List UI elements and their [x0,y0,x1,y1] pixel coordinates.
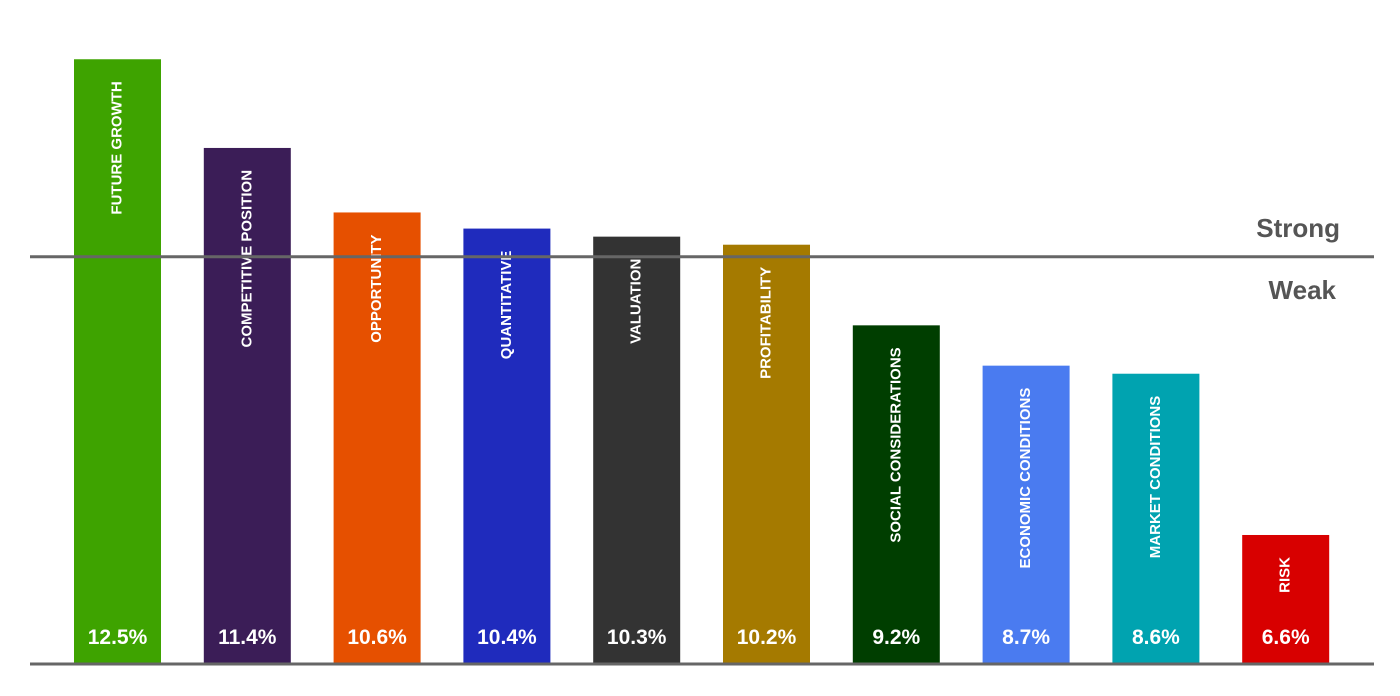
bar-market-conditions [1112,373,1200,664]
bar-category-label: MARKET CONDITIONS [1147,396,1164,559]
bar-group-quantitative: QUANTITATIVE 10.4% [463,228,551,664]
bar-category-label: ECONOMIC CONDITIONS [1017,388,1034,569]
bar-risk [1242,534,1330,664]
bar-economic-conditions [982,365,1070,664]
weak-label: Weak [1269,275,1337,305]
bar-group-risk: RISK 6.6% [1242,534,1330,664]
bar-group-competitive-position: COMPETITIVE POSITION 11.4% [203,147,291,665]
bar-value-label: 10.2% [737,626,797,649]
strong-label: Strong [1256,213,1340,243]
bar-value-label: 10.6% [347,626,407,649]
bar-social-considerations [852,325,940,664]
bar-profitability [723,244,810,664]
bar-group-profitability: PROFITABILITY 10.2% [723,244,810,664]
bar-group-market-conditions: MARKET CONDITIONS 8.6% [1112,373,1200,664]
bar-future-growth [74,59,161,664]
bar-category-label: COMPETITIVE POSITION [238,170,255,348]
bar-value-label: 11.4% [218,626,277,649]
bar-category-label: FUTURE GROWTH [108,81,125,214]
bar-group-future-growth: FUTURE GROWTH 12.5% [74,59,161,664]
bar-category-label: PROFITABILITY [757,267,774,379]
bar-value-label: 8.7% [1002,626,1050,649]
bar-value-label: 8.6% [1132,626,1180,649]
bar-group-economic-conditions: ECONOMIC CONDITIONS 8.7% [982,365,1070,664]
bar-category-label: SOCIAL CONSIDERATIONS [887,347,904,542]
bar-value-label: 6.6% [1262,626,1310,649]
bar-group-valuation: VALUATION 10.3% [593,236,681,664]
bar-value-label: 12.5% [88,626,148,649]
bars-layer: FUTURE GROWTH 12.5% COMPETITIVE POSITION 11… [74,59,1330,665]
bar-opportunity [333,212,421,665]
bar-category-label: OPPORTUNITY [368,234,385,342]
bar-category-label: RISK [1277,557,1294,593]
bar-value-label: 9.2% [872,626,920,649]
bar-competitive-position [203,147,291,665]
bar-value-label: 10.4% [477,626,537,649]
bar-group-social-considerations: SOCIAL CONSIDERATIONS 9.2% [852,325,940,664]
bar-group-opportunity: OPPORTUNITY 10.6% [333,212,421,665]
bar-quantitative [463,228,551,664]
bar-category-label: VALUATION [628,259,645,344]
bar-category-label: QUANTITATIVE [498,251,515,360]
bar-valuation [593,236,681,664]
bar-value-label: 10.3% [607,626,667,649]
